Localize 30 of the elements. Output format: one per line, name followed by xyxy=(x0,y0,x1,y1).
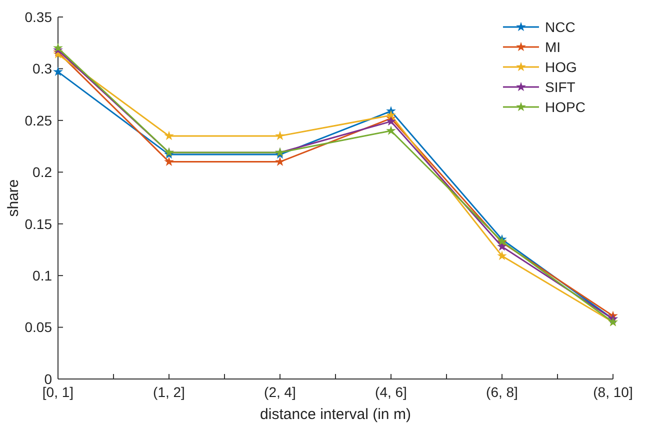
y-tick-label: 0.35 xyxy=(24,8,52,25)
y-tick-label: 0.25 xyxy=(24,112,52,128)
x-tick-label: [0, 1] xyxy=(42,384,74,400)
point xyxy=(386,110,396,120)
y-axis-title: share xyxy=(5,179,22,217)
point xyxy=(275,156,285,166)
x-axis-title: distance interval (in m) xyxy=(260,406,411,423)
point xyxy=(386,126,396,135)
legend-label: MI xyxy=(545,38,561,55)
point xyxy=(164,130,174,140)
legend-label: HOPC xyxy=(545,98,586,115)
y-tick-label: 0.3 xyxy=(32,60,52,77)
y-tick-label: 0.1 xyxy=(32,267,52,284)
point xyxy=(275,130,285,140)
x-tick-label: (1, 2] xyxy=(153,384,185,400)
x-tick-label: (8, 10] xyxy=(593,384,633,400)
y-tick-label: 0.15 xyxy=(24,216,52,232)
legend-label: HOG xyxy=(545,58,577,75)
y-tick-label: 0 xyxy=(44,370,52,387)
x-tick-label: (2, 4] xyxy=(264,384,296,400)
point xyxy=(164,156,174,166)
x-tick-label: (6, 8] xyxy=(486,384,518,400)
legend-label: SIFT xyxy=(545,78,576,95)
point xyxy=(386,116,396,126)
point xyxy=(497,250,507,260)
y-tick-label: 0.2 xyxy=(32,164,52,180)
x-tick-label: (4, 6] xyxy=(375,384,407,400)
y-tick-label: 0.05 xyxy=(24,319,52,336)
legend-label: NCC xyxy=(545,18,576,35)
point xyxy=(53,66,63,76)
